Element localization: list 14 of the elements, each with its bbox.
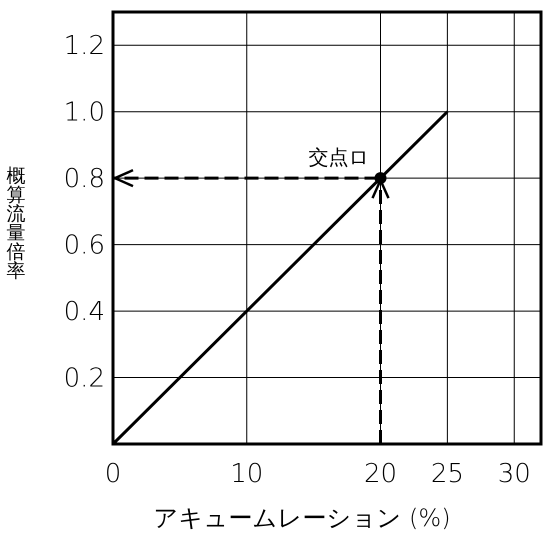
y-tick-label: 1.2: [64, 31, 105, 62]
x-tick-label: 10: [230, 459, 264, 489]
y-tick-label: 0.8: [64, 164, 105, 194]
x-axis-title: アキュームレーション (%): [153, 504, 451, 532]
annotation: 交点ロ: [308, 145, 368, 170]
y-tick-label: 0.2: [64, 364, 105, 394]
x-tick-label: 25: [430, 459, 464, 489]
y-tick-label: 0.6: [64, 230, 105, 261]
x-tick-label: 30: [498, 459, 531, 489]
x-tick-label: 20: [364, 459, 398, 489]
y-tick-label: 0.4: [64, 297, 105, 328]
y-axis-title: 概算流量倍率: [6, 165, 26, 282]
y-tick-label: 1.0: [64, 98, 105, 128]
x-tick-label: 0: [104, 459, 122, 489]
